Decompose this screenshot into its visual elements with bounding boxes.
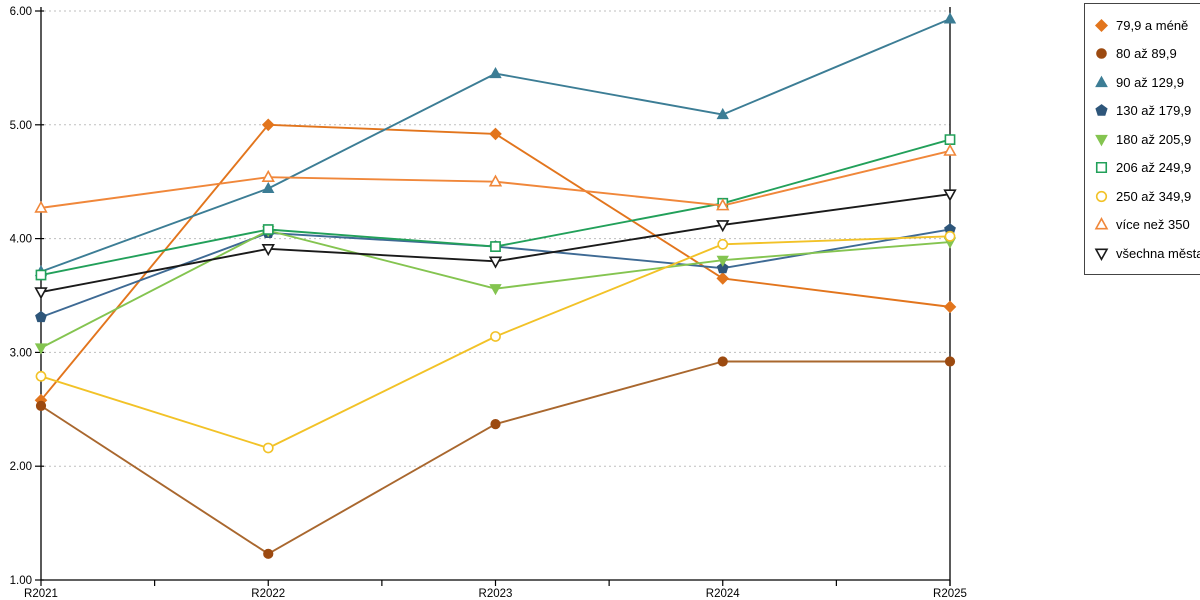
legend-item: 250 až 349,9 <box>1094 182 1200 211</box>
data-point <box>717 238 729 250</box>
data-point <box>489 284 502 296</box>
data-point <box>490 331 501 342</box>
y-tick-label: 4.00 <box>10 234 32 246</box>
data-point <box>34 343 48 355</box>
legend-label: všechna města <box>1116 245 1200 261</box>
y-tick-label: 2.00 <box>10 461 32 473</box>
diamond-marker-icon <box>1094 18 1109 32</box>
series-line <box>40 360 950 555</box>
data-point <box>943 189 957 202</box>
data-point <box>716 198 730 211</box>
data-point <box>488 174 503 187</box>
triangle-down-marker-icon <box>1094 248 1109 261</box>
x-tick-label: R2023 <box>479 588 513 600</box>
data-point <box>943 143 957 156</box>
triangle-down-marker-icon <box>1095 134 1108 147</box>
data-point <box>489 66 502 79</box>
legend-label: 80 až 89,9 <box>1116 46 1177 62</box>
legend: 79,9 a méně 80 až 89,9 90 až 129,9 130 až 1… <box>1084 3 1200 275</box>
data-point <box>34 287 48 300</box>
data-point <box>716 107 729 120</box>
data-point <box>34 200 48 213</box>
y-tick-label: 6.00 <box>10 6 32 18</box>
legend-label: 250 až 349,9 <box>1116 188 1192 204</box>
pentagon-marker-icon <box>1095 104 1108 116</box>
data-point <box>261 118 275 132</box>
data-point <box>716 261 729 274</box>
data-point <box>488 256 503 269</box>
circle-marker-icon <box>1095 190 1108 202</box>
data-point <box>716 220 730 233</box>
series-line <box>40 138 951 276</box>
y-tick-label: 1.00 <box>10 575 32 587</box>
data-point <box>262 181 275 194</box>
y-tick-label: 5.00 <box>10 120 32 132</box>
data-point <box>261 244 275 257</box>
data-point <box>262 224 274 235</box>
legend-item: všechna města <box>1094 239 1200 268</box>
data-point <box>263 548 274 559</box>
legend-label: 180 až 205,9 <box>1116 131 1192 147</box>
data-point <box>35 370 47 382</box>
data-point <box>943 300 957 314</box>
data-point <box>261 169 275 182</box>
legend-item: 80 až 89,9 <box>1094 40 1200 69</box>
legend-label: 206 až 249,9 <box>1116 160 1192 176</box>
triangle-up-marker-icon <box>1095 75 1108 87</box>
data-point <box>716 255 729 267</box>
data-point <box>944 356 956 367</box>
data-point <box>489 127 502 141</box>
x-tick-label: R2025 <box>933 588 967 600</box>
x-tick-label: R2024 <box>706 588 740 600</box>
legend-label: 90 až 129,9 <box>1116 74 1184 90</box>
legend-item: 90 až 129,9 <box>1094 68 1200 97</box>
data-point <box>717 356 728 367</box>
data-point <box>490 241 501 252</box>
legend-item: 206 až 249,9 <box>1094 154 1200 183</box>
legend-item: 180 až 205,9 <box>1094 125 1200 154</box>
data-point <box>944 230 956 242</box>
legend-item: více než 350 <box>1094 211 1200 240</box>
data-point <box>35 310 47 323</box>
triangle-up-marker-icon <box>1094 217 1109 230</box>
data-point <box>943 12 957 24</box>
y-tick-label: 3.00 <box>10 347 32 359</box>
data-point <box>944 134 956 145</box>
legend-item: 130 až 179,9 <box>1094 97 1200 126</box>
legend-label: více než 350 <box>1116 217 1190 233</box>
circle-marker-icon <box>1096 48 1107 60</box>
data-point <box>262 442 274 454</box>
data-point <box>490 418 501 430</box>
x-tick-label: R2022 <box>251 588 285 600</box>
legend-label: 130 až 179,9 <box>1116 103 1192 119</box>
x-tick-label: R2021 <box>24 588 58 600</box>
data-point <box>35 400 47 411</box>
square-marker-icon <box>1095 162 1108 174</box>
data-point <box>35 269 47 281</box>
legend-label: 79,9 a méně <box>1116 17 1189 33</box>
legend-item: 79,9 a méně <box>1094 11 1200 40</box>
data-point <box>716 272 730 285</box>
